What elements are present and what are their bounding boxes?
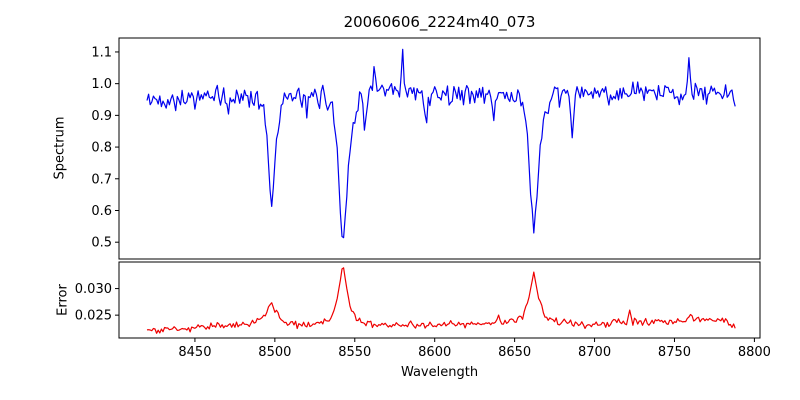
spectrum-y-tick-label: 0.5 [91,236,112,251]
x-tick-label: 8700 [578,345,611,360]
spectrum-y-axis-label: Spectrum [52,116,68,180]
spectrum-y-tick-label: 1.1 [91,45,112,60]
x-tick-label: 8650 [498,345,531,360]
chart-title: 20060606_2224m40_073 [343,13,536,31]
error-y-axis-label: Error [55,284,71,316]
x-tick-label: 8500 [258,345,291,360]
spectrum-line [146,48,736,239]
spectrum-y-tick-label: 0.7 [91,172,112,187]
error-y-tick-label: 0.025 [75,309,112,324]
error-line [146,267,736,334]
spectrum-y-tick-label: 1.0 [91,77,112,92]
spectrum-y-tick-label: 0.9 [91,109,112,124]
x-tick-label: 8800 [738,345,771,360]
x-axis-label: Wavelength [400,365,479,380]
spectrum-panel-border [118,37,761,260]
spectrum-y-tick-label: 0.8 [91,141,112,156]
x-tick-label: 8750 [658,345,691,360]
x-tick-label: 8600 [418,345,451,360]
spectrum-y-tick-label: 0.6 [91,204,112,219]
error-y-tick-label: 0.030 [75,282,112,297]
error-panel-border [118,261,761,339]
x-tick-label: 8450 [178,345,211,360]
x-tick-label: 8550 [338,345,371,360]
